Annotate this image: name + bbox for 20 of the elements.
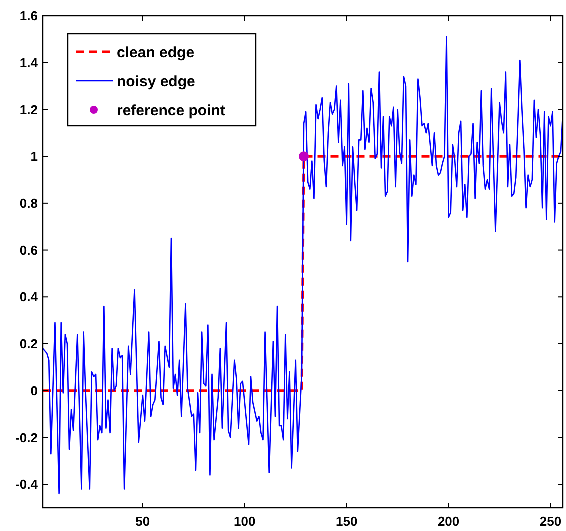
line-series [43, 36, 563, 495]
x-tick-label: 50 [136, 514, 150, 529]
y-tick-label: 0.2 [20, 336, 38, 352]
y-tick-label: 0.8 [20, 196, 38, 211]
y-tick-label: 0.4 [20, 290, 39, 305]
legend-label: noisy edge [117, 73, 196, 90]
x-tick-label: 200 [438, 514, 460, 529]
x-tick-label: 150 [336, 514, 358, 529]
legend-label: reference point [117, 102, 226, 120]
x-tick-label: 100 [234, 514, 256, 529]
legend-label: clean edge [117, 44, 195, 62]
y-tick-label: 1.6 [20, 8, 38, 24]
y-tick-label: 1.2 [20, 102, 38, 118]
y-tick-label: -0.2 [16, 430, 38, 446]
y-tick-label: 0.6 [20, 242, 38, 258]
y-tick-label: -0.4 [16, 477, 39, 492]
y-tick-label: 1.4 [20, 55, 39, 70]
y-tick-label: 1 [30, 149, 38, 164]
x-tick-label: 250 [540, 514, 562, 529]
y-tick-label: 0 [30, 383, 38, 398]
